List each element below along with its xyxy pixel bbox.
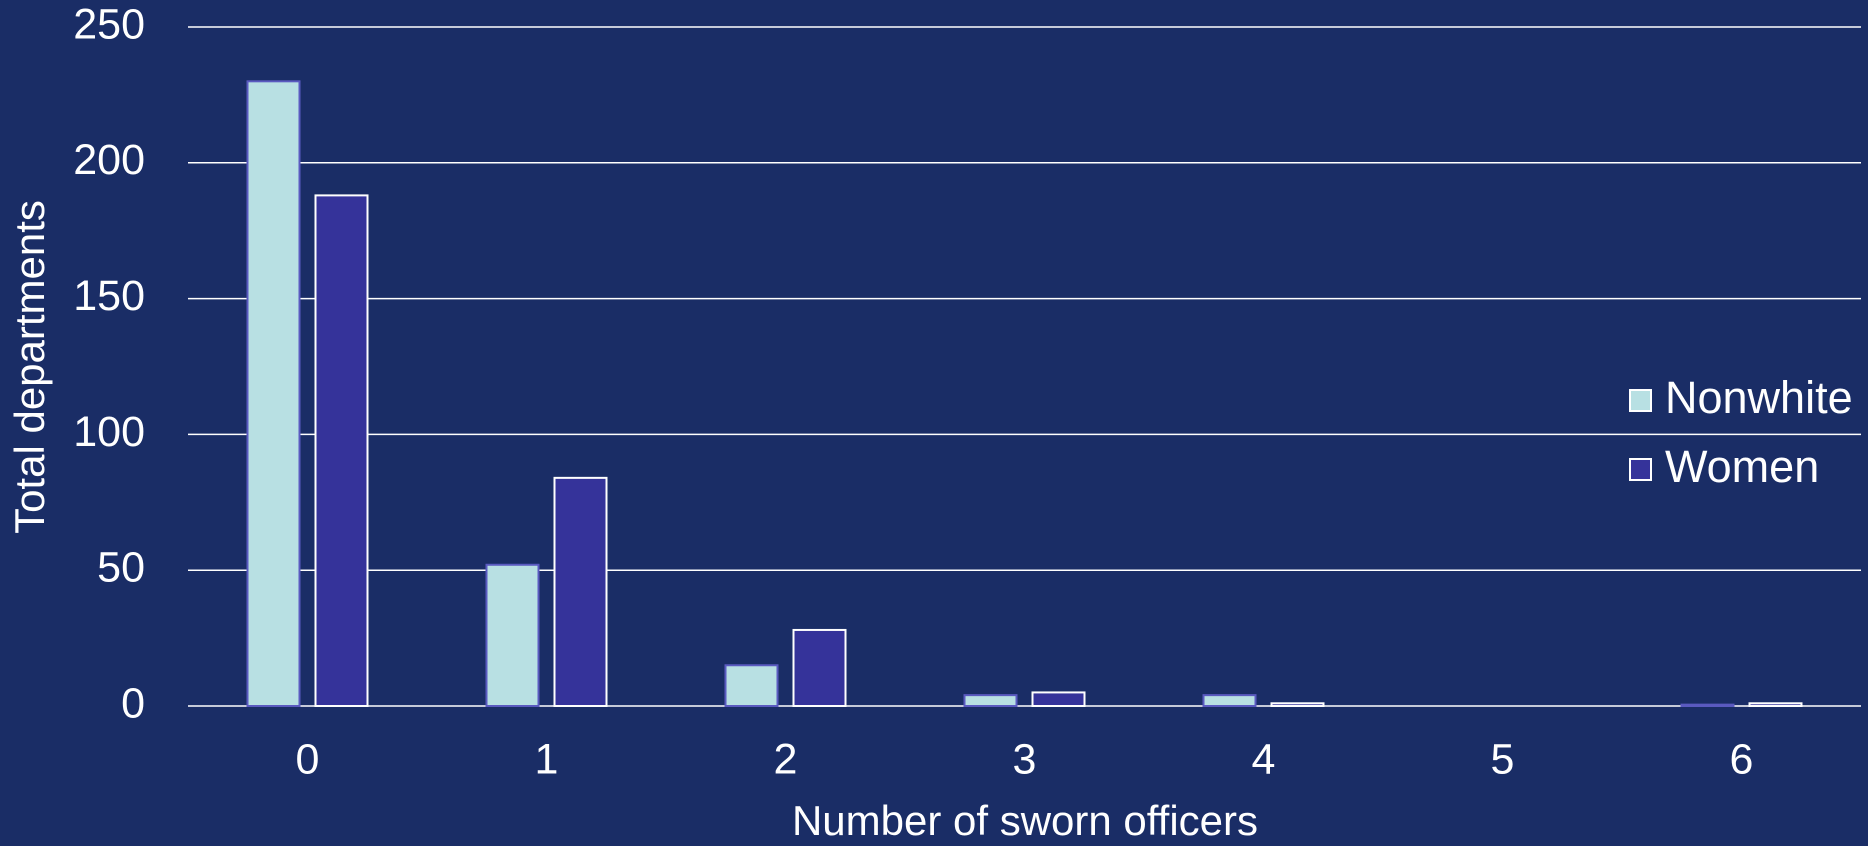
bar <box>485 563 540 707</box>
legend-swatch <box>1629 389 1652 412</box>
bar <box>724 664 779 708</box>
bar <box>1031 691 1086 707</box>
y-tick-label: 150 <box>73 272 145 320</box>
bar <box>792 628 847 708</box>
bar <box>1202 694 1257 707</box>
y-tick-label: 250 <box>73 0 145 48</box>
y-tick-label: 200 <box>73 136 145 184</box>
y-axis-title: Total departments <box>6 200 53 534</box>
x-tick-label: 1 <box>535 735 559 783</box>
legend-label: Nonwhite <box>1665 372 1853 423</box>
bar <box>1748 702 1803 707</box>
x-tick-label: 3 <box>1013 735 1037 783</box>
bar <box>1270 702 1325 707</box>
bar <box>553 476 608 707</box>
bar <box>246 80 301 707</box>
x-axis-title: Number of sworn officers <box>792 797 1258 844</box>
bar <box>963 694 1018 707</box>
y-tick-label: 100 <box>73 408 145 456</box>
x-tick-label: 4 <box>1252 735 1276 783</box>
y-tick-label: 0 <box>121 679 145 727</box>
legend-label: Women <box>1665 441 1819 492</box>
x-tick-label: 5 <box>1491 735 1515 783</box>
x-tick-label: 6 <box>1730 735 1754 783</box>
y-tick-label: 50 <box>97 544 145 592</box>
bar <box>1680 703 1735 708</box>
x-tick-label: 0 <box>296 735 320 783</box>
legend-swatch <box>1629 458 1652 481</box>
bar <box>314 194 369 707</box>
x-tick-label: 2 <box>774 735 798 783</box>
